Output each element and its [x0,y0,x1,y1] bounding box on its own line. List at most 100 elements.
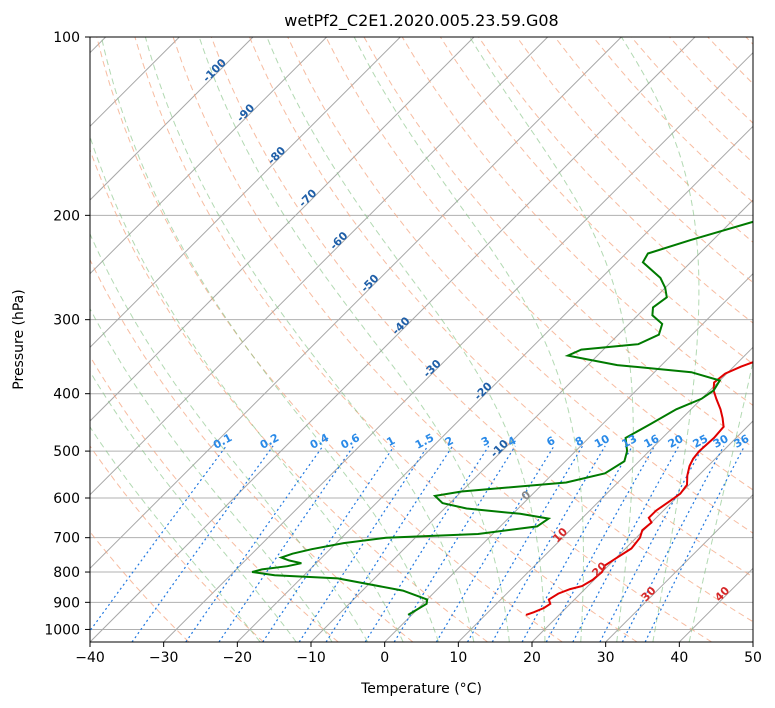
series-layer [251,220,753,616]
isotherm-line [90,37,254,201]
isotherm-label: 10 [550,525,570,545]
mixing-ratio-line [218,445,355,642]
moist-adiabat [198,37,510,642]
dry-adiabat [745,37,753,45]
mixing-ratio-line [262,445,395,642]
dry-adiabat [90,531,190,642]
mixing-ratio-label: 20 [666,432,686,451]
mixing-ratio-line [491,445,606,642]
y-tick-label: 1000 [44,622,80,638]
mixing-ratio-line [599,445,704,642]
isotherm-label: -70 [296,186,319,209]
dry-adiabat [554,37,753,243]
x-tick-label: 10 [449,650,467,666]
y-tick-label: 700 [53,531,80,547]
y-tick-label: 100 [53,30,80,46]
mixing-ratio-line [298,445,429,642]
moist-adiabat [90,307,333,642]
mixing-ratio-line [521,445,634,642]
mixing-ratio-line [644,445,746,642]
dry-adiabat [90,445,264,642]
plot-area: 0.1 0.2 0.4 0.6 1 1.5 2 3 4 6 8 10 13 16 20 25 30 36-100-… [90,37,753,642]
mixing-ratio-label: 0.6 [339,431,363,452]
isotherm-label: -50 [358,272,381,295]
dry-adiabat [592,37,753,203]
x-tick-label: 0 [380,650,389,666]
dry-adiabat [287,37,753,534]
mixing-ratio-line [466,445,584,642]
dry-adiabat [516,37,753,284]
y-tick-label: 600 [53,491,80,507]
mixing-ratio-label: 0.4 [308,431,332,452]
dry-adiabat [90,355,339,642]
background-lines [90,37,753,642]
isotherm-label: 40 [712,584,732,604]
isotherm-line [163,51,753,642]
isotherm-line [90,37,328,275]
isotherm-line [605,493,753,642]
x-tick-label: 50 [744,650,762,666]
isotherm-line [90,37,475,422]
y-tick-label: 900 [53,595,80,611]
mixing-ratio-label: 2 [443,434,456,449]
dry-adiabat [707,37,753,85]
dry-adiabat [90,258,414,642]
y-tick-label: 500 [53,444,80,460]
mixing-ratio-label: 8 [573,434,586,449]
isotherm-label: 20 [589,559,609,579]
mixing-ratio-line [90,445,227,632]
mixing-ratio-line [435,445,555,642]
y-tick-label: 800 [53,565,80,581]
moist-adiabat [469,37,634,642]
moist-adiabat [688,359,753,642]
x-axis: −40 −30 −20 −10 0 10 20 30 40 50 [75,642,762,666]
mixing-ratio-label: 36 [732,432,752,451]
mixing-ratio-label: 13 [620,432,640,451]
isotherm-line [457,346,753,642]
dry-adiabat [172,37,712,642]
dry-adiabat [249,37,753,578]
x-tick-label: −40 [75,650,105,666]
moist-adiabat [90,370,297,642]
x-axis-label: Temperature (°C) [360,681,482,697]
temperature-line [525,361,753,616]
mixing-ratio-label: 6 [544,434,557,449]
moist-adiabat [90,426,261,642]
y-tick-label: 400 [53,387,80,403]
isotherm-line [678,567,753,642]
plot-frame [89,36,754,643]
mixing-ratio-line [572,445,680,642]
moist-adiabat [353,37,584,642]
isotherm-line [531,420,753,642]
isotherm-line [236,125,753,642]
moist-adiabat [620,37,700,642]
isotherm-label: -40 [389,314,412,337]
y-tick-label: 300 [53,313,80,329]
isotherm-label: -90 [234,101,257,124]
mixing-ratio-line [131,445,274,642]
mixing-ratio-label: 16 [642,432,662,451]
mixing-ratio-line [545,445,656,642]
x-tick-label: 30 [597,650,615,666]
mixing-ratio-label: 1 [384,434,397,449]
dry-adiabat [96,37,563,642]
y-axis: 100 200 300 400 500 600 700 800 900 1000 [44,30,90,638]
x-tick-label: −20 [223,650,253,666]
isotherm-line [90,37,696,642]
isotherm-label: -60 [327,229,350,252]
dry-adiabat [134,37,638,642]
mixing-ratio-line [185,445,324,642]
isotherm-line [752,641,753,642]
y-tick-label: 200 [53,208,80,224]
moist-adiabat [266,37,546,642]
isotherm-line [90,37,401,349]
x-tick-label: −10 [296,650,326,666]
isotherm-label: -80 [265,144,288,167]
x-tick-label: −30 [149,650,179,666]
dewpoint-line [251,220,753,616]
moist-adiabat [90,135,404,642]
mixing-ratio-label: 10 [592,432,612,451]
grid-layer [90,37,753,642]
mixing-ratio-label: 3 [479,434,492,449]
mixing-ratio-label: 1.5 [413,431,436,452]
